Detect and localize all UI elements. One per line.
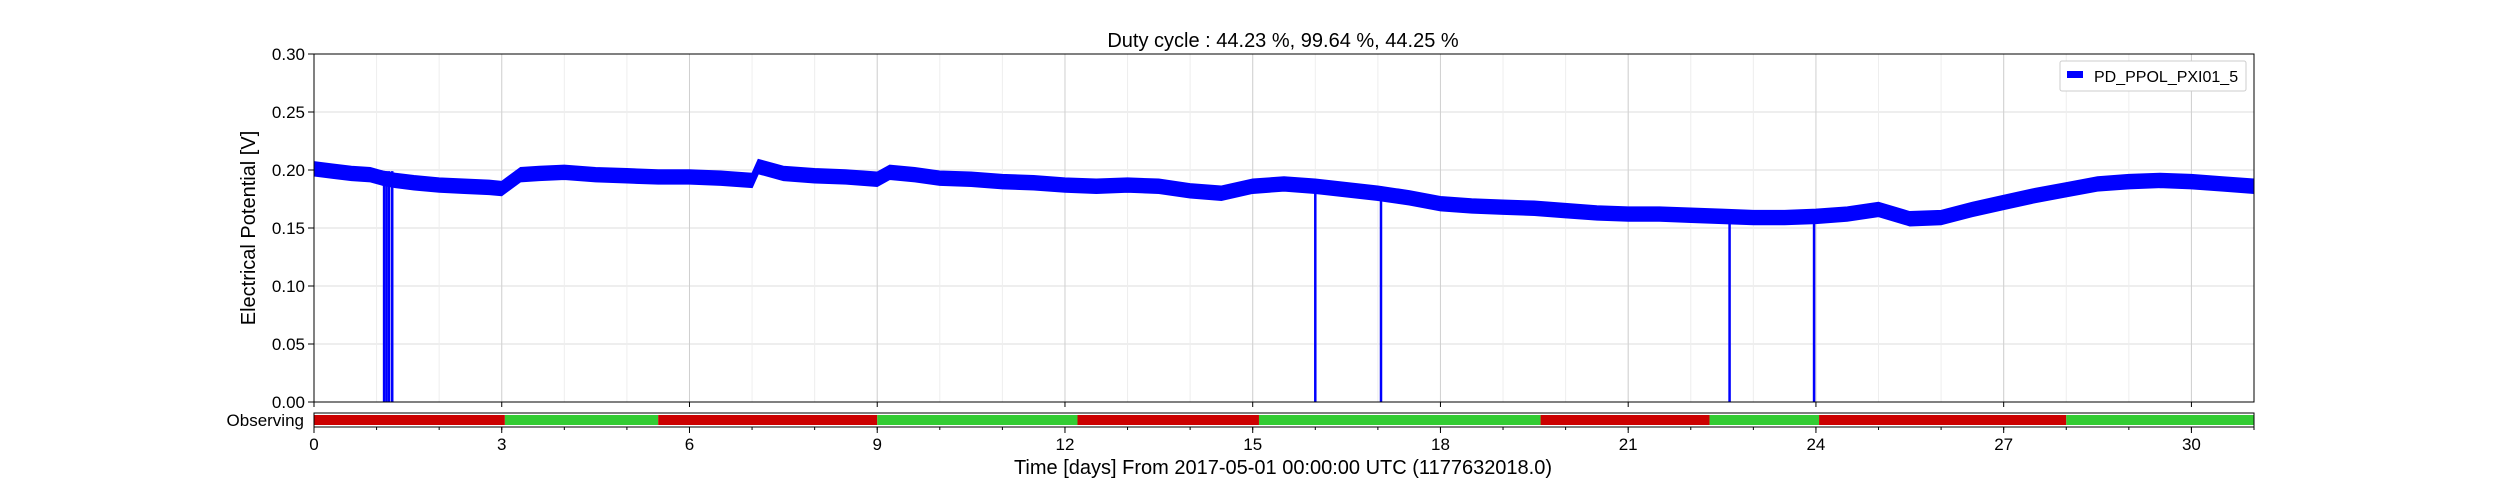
y-tick-label: 0.25: [272, 103, 305, 122]
observing-segments: [314, 415, 2254, 425]
observing-segment-off: [1819, 415, 2067, 425]
x-tick-label: 21: [1619, 435, 1638, 454]
y-axis-ticks: 0.00 0.05 0.10 0.15 0.20 0.25 0.30: [272, 45, 314, 412]
x-tick-label: 6: [685, 435, 694, 454]
legend-swatch: [2067, 71, 2083, 78]
x-axis-ticks: [313, 402, 2192, 407]
observing-segment-on: [504, 415, 659, 425]
observing-segment-on: [877, 415, 1078, 425]
legend-box: [2059, 60, 2247, 92]
x-tick-label: 12: [1056, 435, 1075, 454]
x-tick-label: 18: [1431, 435, 1450, 454]
y-tick-label: 0.30: [272, 45, 305, 64]
gridlines: [313, 53, 2255, 403]
series-band: [314, 158, 2254, 227]
series-layer: [314, 158, 2254, 402]
legend: PD_PPOL_PXI01_5: [2059, 60, 2247, 92]
observing-segment-on: [1258, 415, 1541, 425]
x-tick-label: 15: [1243, 435, 1262, 454]
observing-segment-on: [1709, 415, 1820, 425]
observing-segment-off: [658, 415, 878, 425]
series-line: [314, 165, 2254, 220]
x-tick-label: 27: [1994, 435, 2013, 454]
x-tick-label: 30: [2182, 435, 2201, 454]
observing-label: Observing: [227, 411, 304, 430]
observing-segment-off: [1540, 415, 1710, 425]
y-tick-label: 0.20: [272, 161, 305, 180]
x-tick-label: 0: [309, 435, 318, 454]
observing-segment-off: [314, 415, 505, 425]
y-axis-label: Electrical Potential [V]: [238, 131, 260, 326]
y-tick-label: 0.05: [272, 335, 305, 354]
y-tick-label: 0.00: [272, 393, 305, 412]
y-tick-label: 0.10: [272, 277, 305, 296]
y-tick-label: 0.15: [272, 219, 305, 238]
observing-frame: [313, 412, 2255, 428]
x-tick-label: 24: [1806, 435, 1825, 454]
x-tick-label: 9: [872, 435, 881, 454]
legend-label: PD_PPOL_PXI01_5: [2094, 69, 2238, 86]
observing-segment-on: [2066, 415, 2254, 425]
series-group: [314, 158, 2254, 402]
observing-x-axis-ticks: 0 3 6 9 12 15 18 21 24 27 30: [309, 427, 2255, 454]
observing-segment-off: [1077, 415, 1259, 425]
chart-title: Duty cycle : 44.23 %, 99.64 %, 44.25 %: [1107, 30, 1459, 52]
x-tick-label: 3: [497, 435, 506, 454]
x-axis-label: Time [days] From 2017-05-01 00:00:00 UTC…: [1014, 457, 1552, 479]
